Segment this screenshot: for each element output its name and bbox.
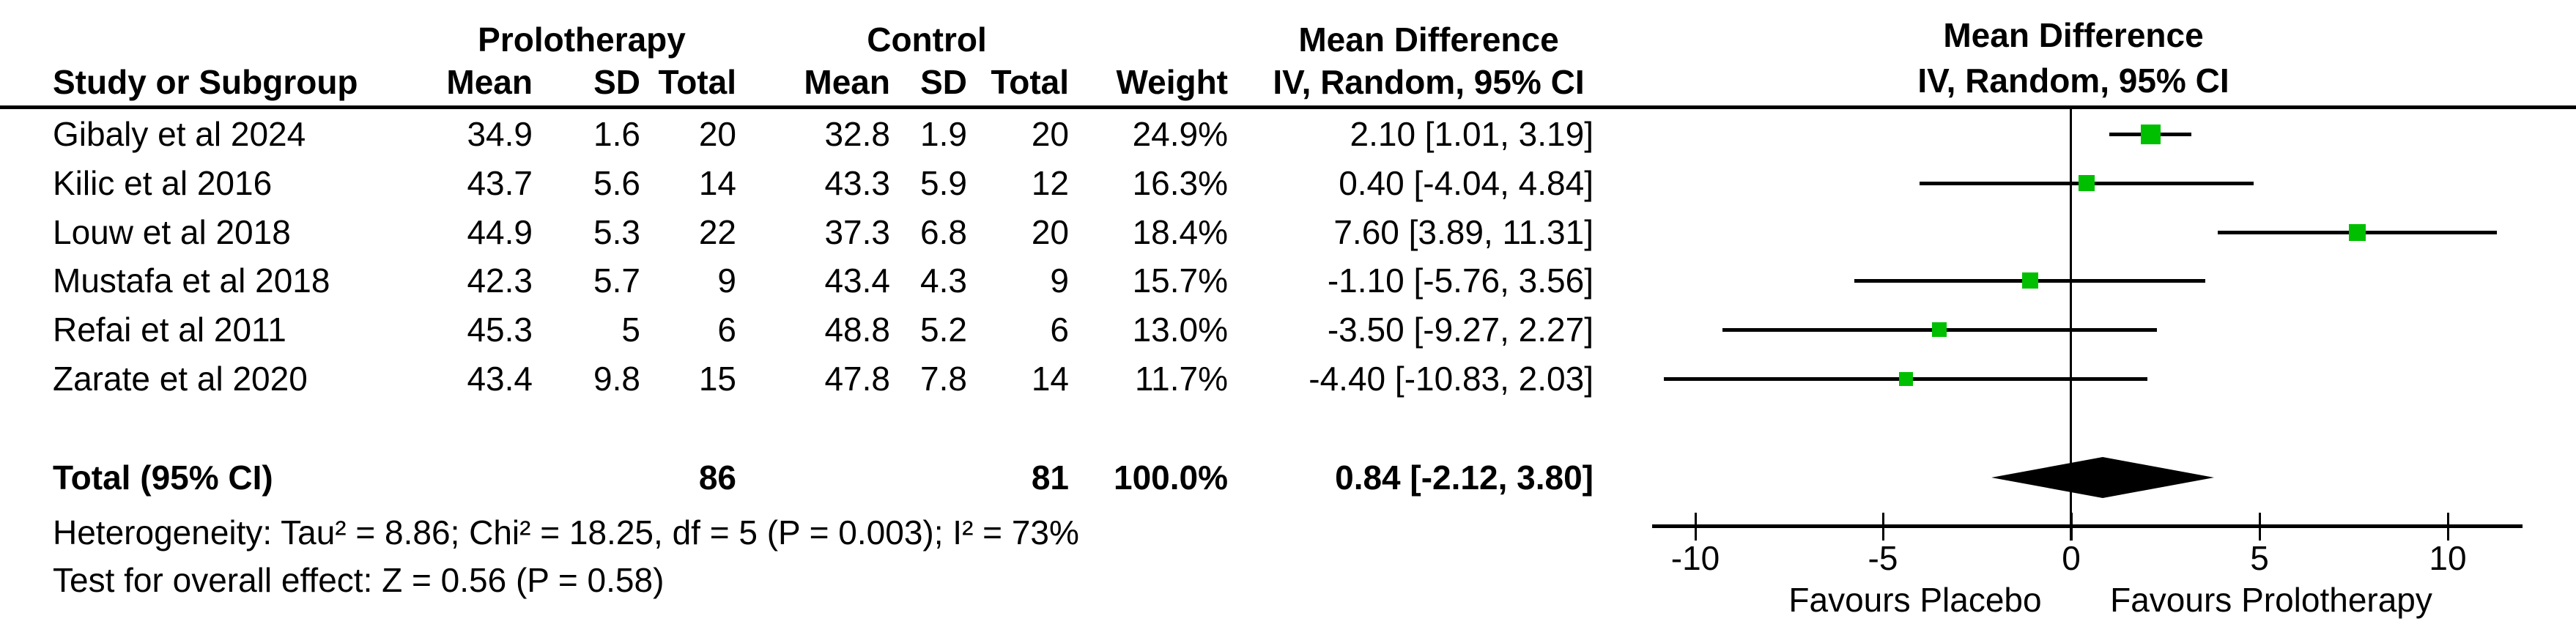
control-mean: 47.8 (824, 360, 890, 398)
effect-marker (2022, 272, 2038, 289)
prolo-sd: 5.3 (593, 213, 640, 251)
axis-tick (2447, 513, 2449, 541)
prolo-sd: 1.6 (593, 115, 640, 153)
effect-marker (1898, 371, 1913, 386)
effect-marker (2348, 223, 2366, 241)
col-header-ci-right: IV, Random, 95% CI (1917, 62, 2229, 100)
ci-text: 7.60 [3.89, 11.31] (1333, 213, 1594, 251)
effect-marker (2140, 124, 2161, 144)
col-header-total2: Total (991, 63, 1069, 101)
prolo-total: 20 (698, 115, 736, 153)
prolo-total: 15 (698, 360, 736, 398)
control-sd: 5.9 (920, 164, 967, 202)
control-total: 6 (1050, 311, 1069, 349)
col-header-mean2: Mean (804, 63, 890, 101)
control-mean: 48.8 (824, 311, 890, 349)
tick-label: 0 (2062, 539, 2081, 577)
effect-header-right: Mean Difference (1943, 16, 2204, 54)
effect-marker (2079, 175, 2095, 191)
control-total: 14 (1031, 360, 1069, 398)
control-sd: 5.2 (920, 311, 967, 349)
zero-reference-line (2070, 109, 2072, 541)
ci-text: -4.40 [-10.83, 2.03] (1309, 360, 1594, 398)
favours-right-label: Favours Prolotherapy (2110, 581, 2432, 619)
total-weight: 100.0% (1113, 458, 1228, 497)
favours-left-label: Favours Placebo (1788, 581, 2042, 619)
overall-effect-text: Test for overall effect: Z = 0.56 (P = 0… (53, 561, 665, 599)
prolo-mean: 34.9 (467, 115, 533, 153)
tick-label: -5 (1868, 539, 1898, 577)
prolo-sd: 5.7 (593, 261, 640, 300)
control-total: 12 (1031, 164, 1069, 202)
study-name: Refai et al 2011 (53, 311, 286, 349)
prolo-total: 6 (717, 311, 736, 349)
control-total: 20 (1031, 213, 1069, 251)
prolo-total: 14 (698, 164, 736, 202)
header-separator-line (0, 105, 2576, 109)
effect-header-left: Mean Difference (1298, 21, 1559, 59)
weight-value: 24.9% (1132, 115, 1228, 153)
col-header-sd2: SD (920, 63, 967, 101)
col-header-mean1: Mean (446, 63, 533, 101)
ci-text: 2.10 [1.01, 3.19] (1350, 115, 1594, 153)
heterogeneity-text: Heterogeneity: Tau² = 8.86; Chi² = 18.25… (53, 513, 1079, 552)
weight-value: 16.3% (1132, 164, 1228, 202)
study-name: Louw et al 2018 (53, 213, 291, 251)
total-ci-text: 0.84 [-2.12, 3.80] (1335, 458, 1594, 497)
prolo-sd: 5.6 (593, 164, 640, 202)
prolo-mean: 44.9 (467, 213, 533, 251)
prolo-mean: 42.3 (467, 261, 533, 300)
control-mean: 43.3 (824, 164, 890, 202)
col-header-study: Study or Subgroup (53, 63, 358, 101)
study-name: Mustafa et al 2018 (53, 261, 330, 300)
tick-label: -10 (1670, 539, 1720, 577)
total-label: Total (95% CI) (53, 458, 273, 497)
effect-marker (1932, 322, 1947, 337)
prolo-mean: 43.7 (467, 164, 533, 202)
axis-tick (2070, 513, 2073, 541)
study-name: Zarate et al 2020 (53, 360, 308, 398)
axis-tick (2259, 513, 2261, 541)
prolo-total: 22 (698, 213, 736, 251)
prolo-sd: 9.8 (593, 360, 640, 398)
control-total: 20 (1031, 115, 1069, 153)
group-header-experimental: Prolotherapy (478, 21, 686, 59)
ci-text: -1.10 [-5.76, 3.56] (1327, 261, 1594, 300)
weight-value: 15.7% (1132, 261, 1228, 300)
tick-label: 10 (2429, 539, 2467, 577)
ci-text: 0.40 [-4.04, 4.84] (1339, 164, 1594, 202)
ci-text: -3.50 [-9.27, 2.27] (1327, 311, 1594, 349)
control-sd: 6.8 (920, 213, 967, 251)
control-sd: 1.9 (920, 115, 967, 153)
prolo-mean: 43.4 (467, 360, 533, 398)
study-name: Gibaly et al 2024 (53, 115, 306, 153)
prolo-mean: 45.3 (467, 311, 533, 349)
col-header-sd1: SD (593, 63, 640, 101)
axis-tick (1695, 513, 1697, 541)
group-header-control: Control (867, 21, 987, 59)
col-header-weight: Weight (1116, 63, 1228, 101)
weight-value: 13.0% (1132, 311, 1228, 349)
control-sd: 7.8 (920, 360, 967, 398)
control-sd: 4.3 (920, 261, 967, 300)
summary-diamond (1991, 457, 2214, 498)
control-total: 9 (1050, 261, 1069, 300)
total-n-control: 81 (1031, 458, 1069, 497)
control-mean: 37.3 (824, 213, 890, 251)
control-mean: 32.8 (824, 115, 890, 153)
prolo-sd: 5 (621, 311, 640, 349)
x-axis-line (1652, 524, 2523, 528)
study-name: Kilic et al 2016 (53, 164, 273, 202)
tick-label: 5 (2250, 539, 2269, 577)
weight-value: 18.4% (1132, 213, 1228, 251)
weight-value: 11.7% (1134, 360, 1228, 398)
total-n-experimental: 86 (698, 458, 736, 497)
axis-tick (1882, 513, 1884, 541)
prolo-total: 9 (717, 261, 736, 300)
control-mean: 43.4 (824, 261, 890, 300)
col-header-ci-left: IV, Random, 95% CI (1273, 63, 1585, 101)
col-header-total1: Total (658, 63, 736, 101)
